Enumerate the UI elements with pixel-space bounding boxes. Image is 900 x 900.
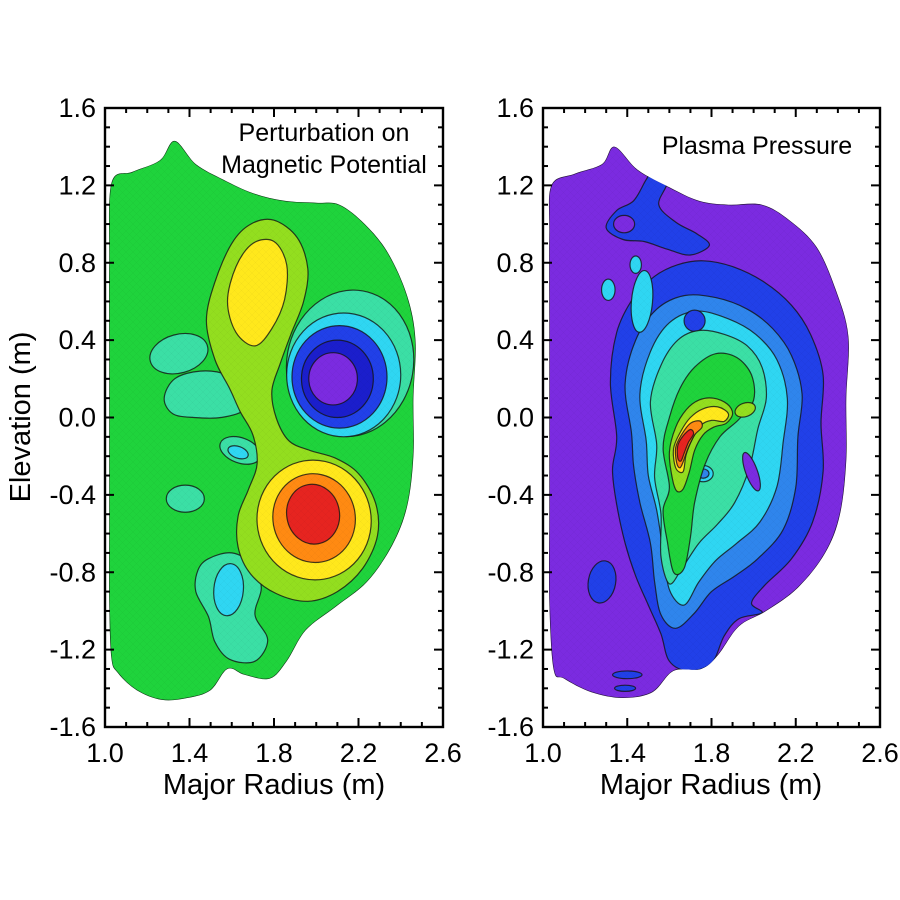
y-tick-label: 0.0 [496, 403, 534, 433]
y-tick-label: 1.6 [496, 93, 534, 123]
left-x-axis-title: Major Radius (m) [163, 769, 385, 801]
y-tick-label: 0.4 [58, 325, 96, 355]
x-tick-label: 1.8 [255, 738, 293, 768]
y-tick-label: -1.6 [49, 712, 96, 742]
y-tick-label: -1.6 [487, 712, 534, 742]
y-tick-label: -0.4 [49, 480, 96, 510]
panel-left: 1.0 1.4 1.8 2.2 2.6 1.6 1.2 0.8 0.4 0.0 -0.4 -0.8 -1… [49, 93, 461, 768]
panel-right: 1.0 1.4 1.8 2.2 2.6 1.6 1.2 0.8 0.4 0.0 -0.4 -0.8 -1… [487, 93, 898, 768]
y-tick-label: -0.4 [487, 480, 534, 510]
right-x-axis-title: Major Radius (m) [600, 769, 822, 801]
mesh-texture [548, 146, 849, 699]
tick-labels: 1.0 1.4 1.8 2.2 2.6 1.6 1.2 0.8 0.4 0.0 -0.4 -0.8 -1… [487, 93, 898, 768]
y-tick-label: -1.2 [487, 635, 534, 665]
x-tick-label: 1.4 [608, 738, 646, 768]
x-tick-label: 1.0 [86, 738, 124, 768]
mesh-texture [108, 140, 416, 701]
y-tick-label: 0.0 [58, 403, 96, 433]
tick-labels: 1.0 1.4 1.8 2.2 2.6 1.6 1.2 0.8 0.4 0.0 -0.4 -0.8 -1… [49, 93, 461, 768]
y-tick-label: 0.8 [496, 248, 534, 278]
x-tick-label: 2.6 [861, 738, 899, 768]
right-panel-title: Plasma Pressure [662, 132, 852, 160]
contour-layers [548, 146, 849, 699]
y-tick-label: -1.2 [49, 635, 96, 665]
y-tick-label: 0.8 [58, 248, 96, 278]
y-tick-label: -0.8 [49, 557, 96, 587]
x-tick-label: 1.0 [524, 738, 562, 768]
y-tick-label: -0.8 [487, 557, 534, 587]
y-tick-label: 0.4 [496, 325, 534, 355]
y-axis-title: Elevation (m) [5, 332, 37, 503]
y-tick-label: 1.6 [58, 93, 96, 123]
x-tick-label: 2.2 [340, 738, 378, 768]
x-tick-label: 2.6 [424, 738, 462, 768]
panels-root: 1.0 1.4 1.8 2.2 2.6 1.6 1.2 0.8 0.4 0.0 -0.4 -0.8 -1… [49, 93, 898, 768]
left-panel-title-line-1: Perturbation on [239, 119, 410, 147]
x-tick-label: 1.8 [693, 738, 731, 768]
left-panel-title-line-2: Magnetic Potential [221, 151, 427, 179]
x-tick-label: 2.2 [777, 738, 815, 768]
y-tick-label: 1.2 [496, 170, 534, 200]
axis-ticks [542, 107, 881, 728]
contour-layers [108, 140, 416, 701]
y-tick-label: 1.2 [58, 170, 96, 200]
axis-ticks [104, 107, 444, 728]
x-tick-label: 1.4 [171, 738, 209, 768]
